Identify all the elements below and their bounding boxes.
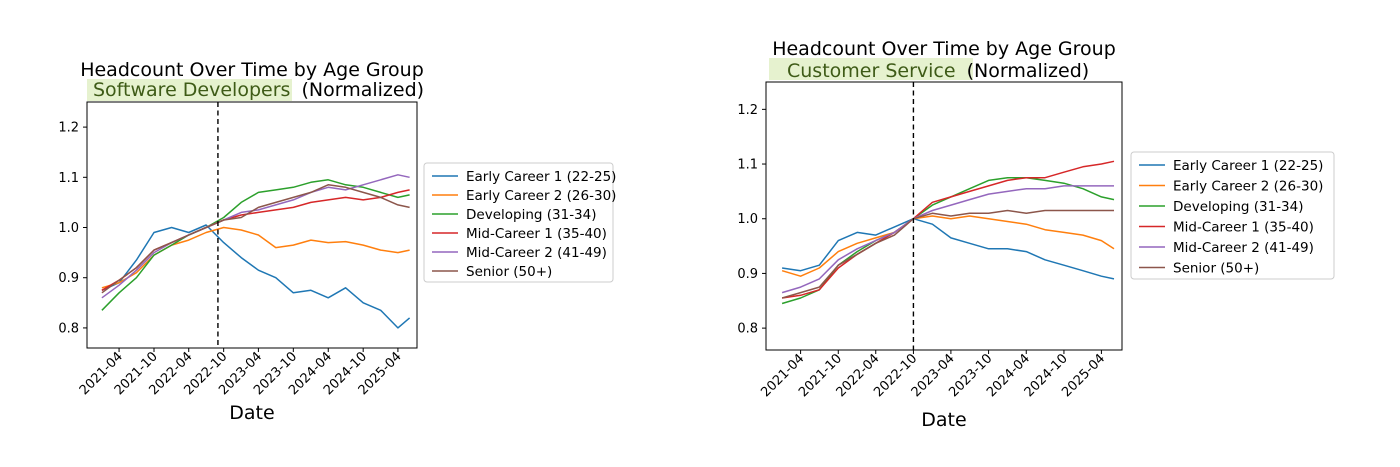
series-line-4 [101,189,410,291]
series-line-3 [781,176,1115,305]
series-line-6 [781,209,1114,299]
series-line-4 [781,160,1115,299]
legend-label: Mid-Career 1 (35-40) [466,226,607,242]
legend-label: Early Career 2 (26-30) [466,188,616,204]
legend-label: Developing (31-34) [466,207,597,223]
plot-area: 0.8 0.9 1.0 1.1 1.2 2021-042021-102022-04202… [58,101,418,398]
series-line-5 [101,174,410,299]
series-line-2 [781,215,1115,277]
y-tick-label: 0.9 [58,271,79,286]
chart-software-developers: Headcount Over Time by Age Group Softwar… [58,59,616,424]
legend-label: Mid-Career 2 (41-49) [1173,240,1314,256]
plot-frame [86,101,418,349]
legend-label: Early Career 1 (22-25) [1173,158,1323,174]
legend-label: Senior (50+) [1173,261,1259,277]
legend-frame [423,162,614,283]
plot-frame [765,81,1123,351]
legend-label: Early Career 1 (22-25) [466,169,616,185]
x-axis-label: Date [229,402,274,424]
legend-entries: Early Career 1 (22-25) Early Career 2 (26… [432,169,616,280]
x-axis: 2021-042021-102022-042022-102023-042023-… [758,350,1108,400]
chart-title: Headcount Over Time by Age Group [80,59,424,81]
chart-title: Headcount Over Time by Age Group [772,38,1116,60]
legend: Early Career 1 (22-25) Early Career 2 (26… [1130,151,1335,280]
chart-customer-service: Headcount Over Time by Age Group Custome… [737,38,1335,431]
chart-subtitle: Software Developers (Normalized) [93,79,424,101]
series-line-1 [781,217,1115,280]
series-group [101,174,411,329]
y-tick-label: 1.2 [737,103,758,118]
y-tick-label: 0.8 [58,321,79,336]
y-tick-label: 1.1 [737,158,758,173]
plot-area: 0.8 0.9 1.0 1.1 1.2 2021-042021-102022-04202… [737,81,1123,400]
series-group [781,160,1115,305]
subtitle-rest: (Normalized) [301,79,424,101]
y-tick-label: 1.1 [58,171,79,186]
legend-frame [1130,151,1335,280]
series-line-5 [781,185,1114,294]
series-line-3 [101,179,410,311]
legend-label: Mid-Career 2 (41-49) [466,245,607,261]
legend-entries: Early Career 1 (22-25) Early Career 2 (26… [1139,158,1323,277]
subtitle-highlight: Software Developers [93,79,290,101]
legend-label: Senior (50+) [466,264,552,280]
legend-label: Developing (31-34) [1173,199,1304,215]
series-line-6 [101,184,410,294]
y-tick-label: 1.0 [737,212,758,227]
x-axis-label: Date [921,409,966,431]
y-tick-label: 1.0 [58,221,79,236]
series-line-1 [101,224,411,329]
subtitle-highlight-bg [87,79,292,101]
subtitle-rest: (Normalized) [967,60,1090,82]
x-axis: 2021-042021-102022-042022-102023-042023-… [77,348,405,398]
y-tick-label: 0.9 [737,267,758,282]
legend: Early Career 1 (22-25) Early Career 2 (26… [423,162,616,283]
y-axis: 0.8 0.9 1.0 1.1 1.2 [58,121,87,336]
legend-label: Mid-Career 1 (35-40) [1173,220,1314,236]
subtitle-highlight: Customer Service [787,60,956,82]
legend-label: Early Career 2 (26-30) [1173,179,1323,195]
y-axis: 0.8 0.9 1.0 1.1 1.2 [737,103,766,337]
y-tick-label: 0.8 [737,322,758,337]
y-tick-label: 1.2 [58,121,79,136]
subtitle-highlight-bg [769,58,973,80]
chart-subtitle: Customer Service (Normalized) [787,60,1089,82]
